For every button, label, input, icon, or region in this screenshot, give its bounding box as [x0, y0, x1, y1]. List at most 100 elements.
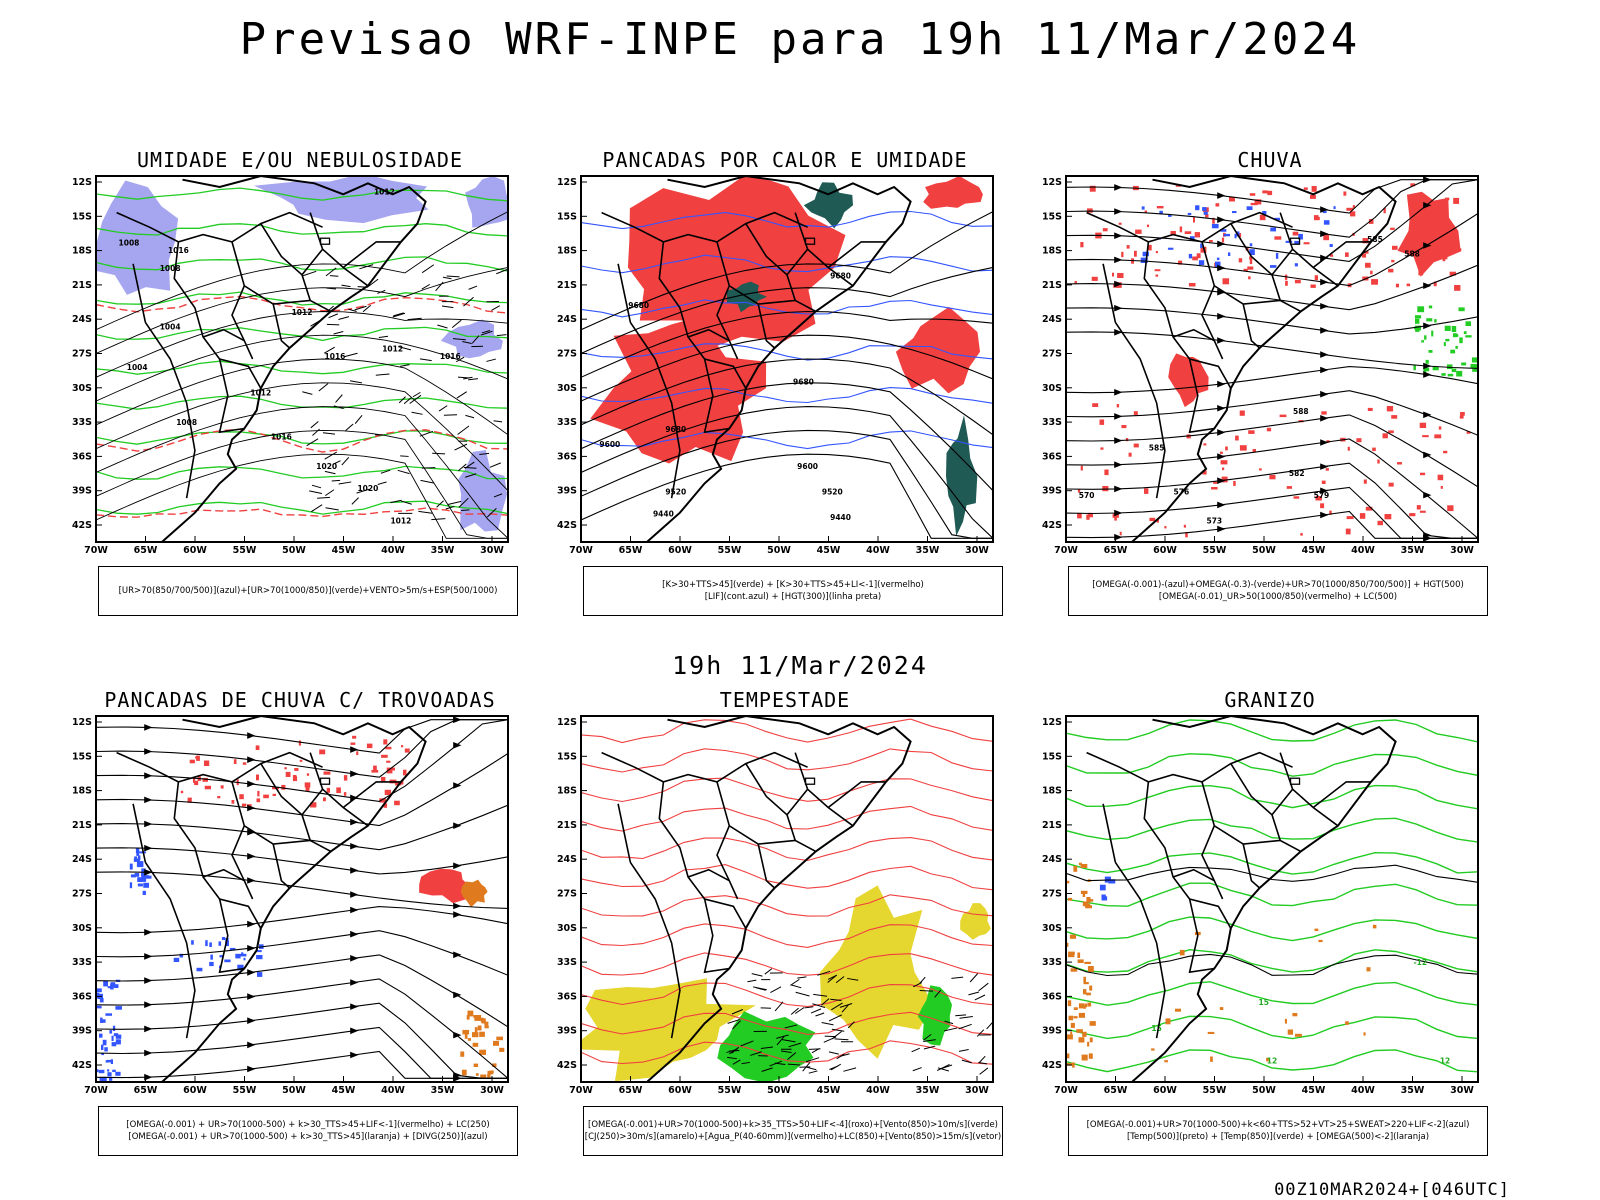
divergence-cell-blue — [173, 957, 180, 962]
rain-cell-red — [1325, 468, 1329, 471]
rain-cell-red — [1215, 203, 1220, 207]
country-border — [1086, 211, 1293, 243]
storm-cell-orange — [477, 1025, 482, 1031]
rain-cell-blue — [1188, 253, 1193, 259]
wind-vector — [419, 430, 434, 437]
rain-cell-blue — [1142, 251, 1149, 257]
lon-label: 60W — [183, 1085, 207, 1096]
omega-cell-orange — [1083, 989, 1087, 995]
legend-line: [K>30+TTS>45](verde) + [K>30+TTS>45+LI<-… — [662, 580, 924, 590]
lon-label: 55W — [718, 545, 742, 556]
streamline-arrow — [1423, 322, 1432, 330]
streamline-arrow — [144, 953, 153, 960]
streamline-arrow — [350, 770, 359, 778]
wind-vector — [418, 510, 433, 514]
lon-label: 50W — [282, 1085, 306, 1096]
lat-label: 12S — [557, 177, 577, 188]
rain-area-red — [1168, 353, 1209, 408]
rain-cell-green — [1454, 334, 1459, 337]
storm-cell-red — [196, 755, 200, 761]
panel-title: GRANIZO — [1224, 688, 1316, 712]
omega-cell-orange — [1284, 1018, 1287, 1024]
divergence-cell-blue — [229, 947, 236, 951]
wind-vector — [419, 358, 432, 362]
wind-vector — [412, 391, 421, 398]
thickness-contour — [96, 295, 508, 314]
rain-cell-red — [1121, 251, 1124, 258]
contour-line — [581, 358, 993, 436]
lon-label: 65W — [134, 545, 158, 556]
rain-cell-red — [1372, 447, 1376, 452]
wind-vector — [912, 1067, 922, 1072]
wind-vector — [939, 1064, 953, 1070]
water-contour-red — [581, 748, 993, 773]
wind-vector — [951, 976, 964, 979]
lon-label: 40W — [381, 1085, 405, 1096]
divergence-cell-blue — [107, 986, 112, 989]
divergence-cell-blue — [96, 992, 100, 999]
country-border — [342, 241, 401, 269]
storm-cell-red — [311, 802, 317, 807]
streamline-arrow — [1114, 533, 1123, 541]
omega-cell-orange — [1287, 1029, 1293, 1035]
streamline-arrow — [1320, 439, 1329, 446]
storm-cell-orange — [467, 1038, 471, 1041]
rain-cell-red — [1133, 443, 1139, 448]
divergence-cell-blue — [96, 1069, 99, 1073]
hail-cell-blue — [1101, 896, 1108, 901]
wind-vector — [732, 1020, 741, 1030]
country-border — [716, 781, 817, 853]
wind-vector — [839, 1003, 853, 1008]
rain-cell-red — [1102, 228, 1108, 232]
wind-vector — [468, 378, 479, 381]
lon-label: 65W — [1104, 545, 1128, 556]
rain-cell-blue — [1270, 265, 1277, 268]
rain-cell-red — [1370, 270, 1373, 275]
storm-cell-orange — [462, 1029, 470, 1035]
country-border — [827, 241, 886, 269]
streamline — [1066, 510, 1478, 539]
omega-cell-orange — [1314, 928, 1319, 932]
rain-cell-green — [1421, 340, 1424, 343]
storm-cell-orange — [474, 1015, 482, 1021]
water-contour-red — [581, 952, 993, 976]
rain-cell-red — [1146, 224, 1150, 228]
lat-label: 15S — [557, 211, 577, 222]
rain-cell-red — [1170, 231, 1176, 235]
wind-vector — [955, 1014, 967, 1017]
temp850-contour-green — [1066, 1049, 1478, 1073]
streamline-arrow — [350, 1027, 359, 1035]
streamline-arrow — [144, 1025, 153, 1033]
storm-cell-orange — [475, 1073, 479, 1076]
rain-cell-blue — [1141, 206, 1145, 210]
wind-vector — [829, 1065, 839, 1070]
streamline-arrow — [453, 1031, 462, 1039]
lat-label: 39S — [1042, 1026, 1062, 1037]
humidity-area-upper — [440, 319, 503, 359]
omega-cell-orange — [1067, 897, 1073, 901]
country-border — [342, 781, 401, 809]
wind-vector — [496, 269, 508, 275]
rain-cell-red — [1321, 411, 1327, 415]
omega-cell-orange — [1292, 1013, 1298, 1017]
rain-cell-red — [1365, 262, 1371, 268]
divergence-cell-blue — [137, 883, 143, 887]
wind-vector — [393, 312, 404, 317]
storm-cell-orange — [466, 1015, 470, 1020]
wind-vector — [486, 507, 497, 518]
wind-vector — [959, 1016, 973, 1019]
lon-label: 35W — [1401, 1085, 1425, 1096]
country-border — [231, 285, 246, 342]
rain-cell-green — [1413, 364, 1416, 371]
lon-label: 30W — [965, 1085, 989, 1096]
omega-cell-orange — [1084, 961, 1091, 964]
contour-label: 1004 — [127, 363, 148, 372]
rain-cell-red — [1350, 211, 1356, 217]
lon-label: 55W — [1203, 545, 1227, 556]
wind-vector — [441, 305, 454, 309]
streamline — [1066, 390, 1478, 436]
rain-cell-red — [1321, 480, 1326, 484]
rain-cell-red — [1346, 207, 1354, 211]
streamline — [1066, 307, 1478, 335]
country-border — [144, 861, 196, 1039]
